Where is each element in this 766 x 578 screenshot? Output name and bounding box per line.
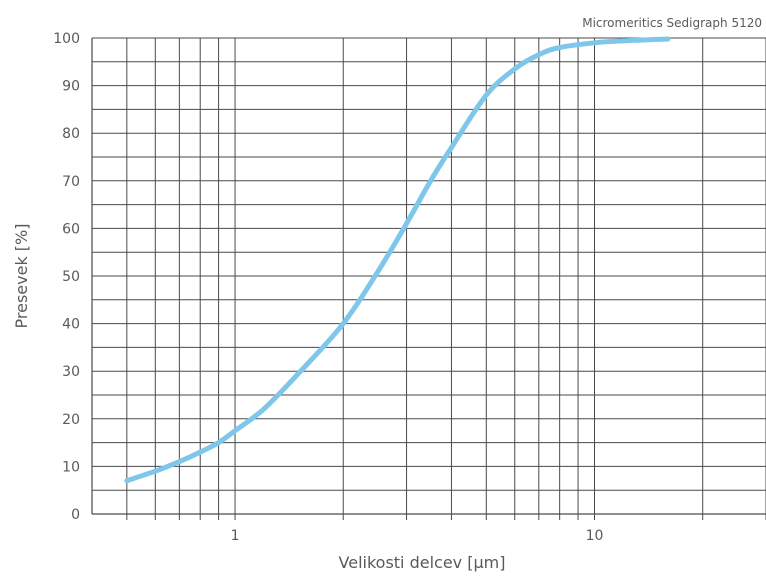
x-axis-title: Velikosti delcev [µm] [339,553,506,572]
y-tick-label: 30 [62,364,80,380]
y-tick-label: 90 [62,79,80,95]
y-axis-title: Presevek [%] [12,224,31,329]
y-tick-label: 10 [62,459,80,475]
y-tick-label: 70 [62,174,80,190]
y-tick-label: 100 [53,31,80,47]
grid-layer [91,37,766,520]
series-layer [124,36,671,484]
y-tick-label: 0 [71,507,80,523]
y-tick-label: 80 [62,126,80,142]
y-tick-label: 20 [62,412,80,428]
y-tick-label: 50 [62,269,80,285]
instrument-annotation: Micromeritics Sedigraph 5120 [582,16,762,30]
y-tick-label: 40 [62,317,80,333]
y-tick-label: 60 [62,221,80,237]
x-tick-label: 1 [231,528,240,544]
x-tick-label: 10 [586,528,604,544]
cumulative-passing-curve [124,36,671,484]
